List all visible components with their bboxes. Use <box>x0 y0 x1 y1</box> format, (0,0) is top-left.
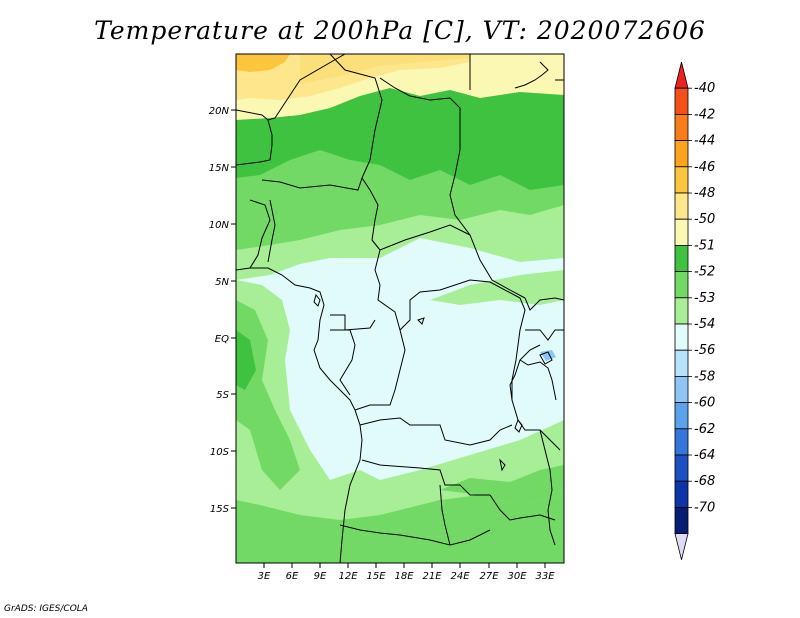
colorbar-label: -68 <box>694 474 715 489</box>
colorbar-swatch <box>674 297 689 325</box>
lon-label-6e: 6E <box>286 571 299 582</box>
country-borders <box>236 54 564 563</box>
lakes <box>313 293 553 472</box>
lat-label-eq: EQ <box>215 334 229 345</box>
lon-label-27e: 27E <box>479 571 499 582</box>
colorbar-swatch <box>674 87 689 115</box>
lat-label-15n: 15N <box>209 163 230 174</box>
colorbar-swatch <box>674 428 689 456</box>
colorbar-swatch <box>674 349 689 377</box>
colorbar-swatch <box>674 244 689 272</box>
colorbar-label: -62 <box>694 422 715 437</box>
lat-label-5n: 5N <box>215 277 229 288</box>
credit-label: GrADS: IGES/COLA <box>4 604 88 614</box>
lat-label-10s: 10S <box>210 447 230 458</box>
lat-label-20n: 20N <box>209 106 230 117</box>
colorbar-swatch <box>674 480 689 508</box>
colorbar-label: -53 <box>694 291 715 306</box>
colorbar-swatch <box>674 114 689 142</box>
colorbar-label: -64 <box>694 448 715 463</box>
lat-label-15s: 15S <box>210 504 230 515</box>
colorbar-label: -54 <box>694 317 715 332</box>
colorbar-swatch <box>674 140 689 168</box>
lat-label-10n: 10N <box>209 220 230 231</box>
colorbar-swatch <box>674 402 689 430</box>
lon-label-3e: 3E <box>258 571 271 582</box>
colorbar-swatch <box>674 454 689 482</box>
colorbar-label: -58 <box>694 369 715 384</box>
colorbar-swatch <box>674 218 689 246</box>
longitude-labels: 3E 6E 9E 12E 15E 18E 21E 24E 27E 30E 33E <box>258 571 556 582</box>
latitude-labels: 20N 15N 10N 5N EQ 5S 10S 15S <box>209 106 230 515</box>
colorbar-label: -51 <box>694 238 715 253</box>
lon-label-12e: 12E <box>338 571 358 582</box>
colorbar-label: -70 <box>694 500 715 515</box>
colorbar: -40 -42 -44 -46 -48 -50 -51 -52 -53 -54 -56 -58 -60 -… <box>674 61 715 560</box>
colorbar-label: -44 <box>694 134 715 149</box>
lon-label-24e: 24E <box>450 571 470 582</box>
lon-label-9e: 9E <box>314 571 327 582</box>
temperature-shading <box>236 54 564 563</box>
colorbar-swatch <box>674 192 689 220</box>
colorbar-swatch <box>674 375 689 403</box>
colorbar-bottom-arrow <box>674 533 689 560</box>
colorbar-label: -48 <box>694 186 715 201</box>
colorbar-swatch <box>674 506 689 534</box>
colorbar-swatch <box>674 323 689 351</box>
colorbar-label: -40 <box>694 81 715 96</box>
lon-label-21e: 21E <box>422 571 442 582</box>
colorbar-swatch <box>674 166 689 194</box>
colorbar-label: -46 <box>694 160 715 175</box>
lon-label-33e: 33E <box>535 571 555 582</box>
colorbar-label: -60 <box>694 396 715 411</box>
lon-label-30e: 30E <box>507 571 527 582</box>
longitude-axis <box>263 563 546 568</box>
map-frame <box>235 53 565 564</box>
lon-label-15e: 15E <box>366 571 386 582</box>
map-title: Temperature at 200hPa [C], VT: 202007260… <box>94 16 706 45</box>
lat-label-5s: 5S <box>216 390 229 401</box>
colorbar-label: -52 <box>694 265 715 280</box>
latitude-axis <box>231 109 236 509</box>
colorbar-label: -42 <box>694 107 715 122</box>
lon-label-18e: 18E <box>394 571 414 582</box>
colorbar-label: -56 <box>694 343 715 358</box>
colorbar-swatch <box>674 271 689 299</box>
colorbar-top-arrow <box>674 61 689 89</box>
colorbar-label: -50 <box>694 212 715 227</box>
